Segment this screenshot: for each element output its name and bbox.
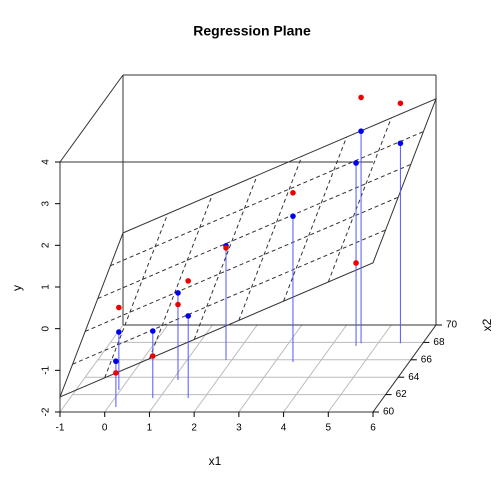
x-tick-label: 3 — [236, 423, 242, 434]
plane-grid-line — [283, 136, 348, 302]
fitted-point — [113, 358, 119, 365]
observed-point — [116, 304, 122, 311]
floor-grid-line — [238, 324, 303, 413]
z-axis-label: y — [10, 285, 24, 291]
x-tick-label: 1 — [147, 423, 153, 434]
z-tick-label: 1 — [41, 284, 52, 290]
observed-point — [185, 278, 191, 284]
fitted-point — [116, 329, 122, 335]
plane-grid-line — [97, 163, 411, 300]
x-tick-label: 6 — [370, 423, 376, 434]
observed-point — [358, 94, 364, 101]
x-tick-label: -1 — [56, 423, 65, 434]
x-tick-label: 5 — [326, 423, 332, 434]
plane-grid-line — [238, 156, 303, 321]
fitted-point — [175, 290, 181, 296]
z-tick-label: 0 — [41, 325, 52, 331]
y-tick-label: 62 — [396, 389, 408, 400]
y-tick-label: 70 — [446, 320, 458, 331]
fitted-point — [185, 313, 191, 319]
plane-grid-line — [85, 196, 399, 332]
observed-point — [113, 370, 119, 376]
y-tick-label: 60 — [383, 407, 395, 418]
fitted-point — [150, 328, 156, 334]
y-tick-label: 68 — [433, 337, 445, 348]
z-tick-label: -2 — [41, 407, 52, 416]
x-tick-label: 0 — [102, 423, 108, 434]
fitted-point — [353, 160, 359, 166]
x-axis-label: x1 — [209, 454, 222, 468]
observed-point — [175, 301, 181, 308]
fitted-point — [397, 140, 404, 147]
plane-grid-line — [110, 131, 424, 267]
observed-point — [290, 190, 296, 196]
floor-grid-line — [283, 324, 347, 413]
observed-point — [150, 353, 156, 359]
regression-plane — [59, 97, 437, 398]
plane-grid-line — [104, 213, 169, 379]
floor-grid-line — [193, 324, 258, 413]
plane-grid-line — [72, 229, 386, 365]
observed-point — [353, 260, 359, 266]
observed-point — [397, 100, 404, 107]
plane-grid-line — [327, 117, 392, 283]
floor-grid-line — [149, 324, 213, 413]
floor-grid-line — [104, 324, 169, 413]
chart-title: Regression Plane — [193, 23, 311, 39]
box-edge — [59, 74, 124, 163]
fitted-point — [358, 128, 364, 134]
z-tick-label: -1 — [41, 365, 52, 374]
z-tick-label: 3 — [41, 200, 52, 206]
y-axis-label: x2 — [480, 318, 494, 331]
floor-grid-line — [327, 324, 392, 413]
z-tick-label: 2 — [41, 242, 52, 248]
plane-grid-line — [148, 194, 213, 359]
z-tick-label: 4 — [41, 159, 52, 165]
x-tick-label: 4 — [281, 423, 287, 434]
floor-grid-line — [59, 324, 124, 413]
box-edge — [372, 324, 437, 413]
observed-point — [223, 245, 229, 251]
y-tick-label: 66 — [421, 354, 433, 365]
x-tick-label: 2 — [191, 423, 197, 434]
fitted-point — [290, 213, 296, 219]
y-tick-label: 64 — [408, 372, 420, 383]
